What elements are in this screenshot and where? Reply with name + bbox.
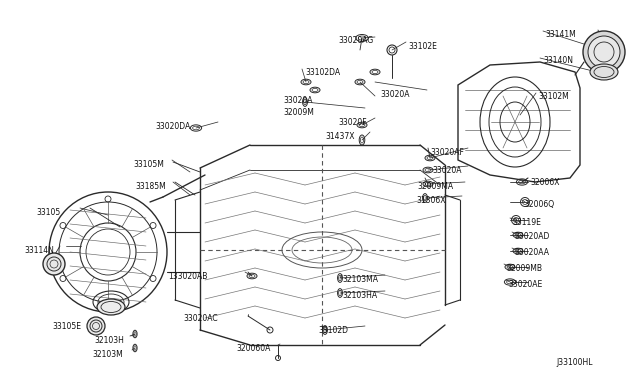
Ellipse shape [43,253,65,275]
Text: 33020DA: 33020DA [155,122,190,131]
Text: 33020AA: 33020AA [514,248,549,257]
Text: 33020A: 33020A [283,96,312,105]
Text: 33185M: 33185M [135,182,166,191]
Text: 33020F: 33020F [338,118,367,127]
Ellipse shape [590,64,618,80]
Text: 320060A: 320060A [236,344,270,353]
Text: 32103H: 32103H [94,336,124,345]
Text: 33114N: 33114N [24,246,54,255]
Text: 33020AG: 33020AG [338,36,373,45]
Text: 33105M: 33105M [133,160,164,169]
Text: 33020AC: 33020AC [183,314,218,323]
Text: 32006X: 32006X [530,178,559,187]
Text: 32103HA: 32103HA [342,291,377,300]
Text: 33119E: 33119E [512,218,541,227]
Text: 31306X: 31306X [416,196,445,205]
Text: 33102M: 33102M [538,92,569,101]
Text: 32103M: 32103M [92,350,123,359]
Ellipse shape [97,299,125,315]
Text: 33020A: 33020A [380,90,410,99]
Text: 33020A: 33020A [432,166,461,175]
Text: 33141M: 33141M [545,30,576,39]
Text: 31437X: 31437X [325,132,355,141]
Text: 33020AD: 33020AD [514,232,549,241]
Text: 32009MA: 32009MA [417,182,453,191]
Text: 33102D: 33102D [318,326,348,335]
Text: 33020AF: 33020AF [430,148,464,157]
Ellipse shape [583,31,625,73]
Text: 32009MB: 32009MB [506,264,542,273]
Ellipse shape [588,36,620,68]
Ellipse shape [87,317,105,335]
Text: 33140N: 33140N [543,56,573,65]
Text: 33020AE: 33020AE [508,280,542,289]
Text: 32103MA: 32103MA [342,275,378,284]
Text: 33105: 33105 [36,208,60,217]
Text: 133020AB: 133020AB [168,272,207,281]
Text: J33100HL: J33100HL [556,358,593,367]
Text: 32009M: 32009M [283,108,314,117]
Text: 32006Q: 32006Q [524,200,554,209]
Text: 33105E: 33105E [52,322,81,331]
Text: 33102E: 33102E [408,42,437,51]
Text: 33102DA: 33102DA [305,68,340,77]
